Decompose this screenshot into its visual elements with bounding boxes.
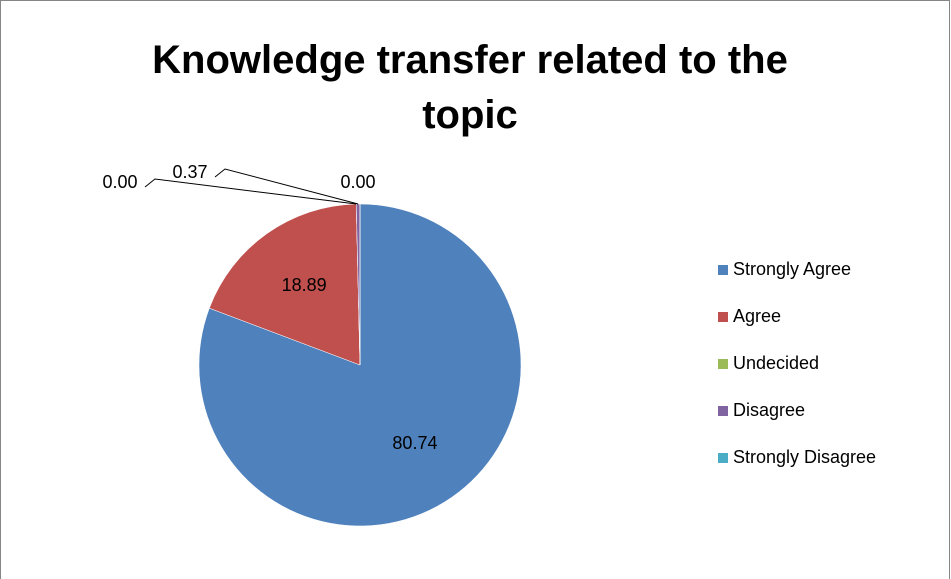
data-label: 0.00 bbox=[102, 172, 137, 192]
legend-label: Strongly Agree bbox=[733, 259, 851, 279]
leader-line bbox=[214, 168, 359, 205]
legend-swatch bbox=[718, 359, 728, 369]
leader-line bbox=[144, 178, 357, 205]
data-label: 18.89 bbox=[282, 275, 327, 295]
legend-label: Agree bbox=[733, 306, 781, 326]
legend-label: Disagree bbox=[733, 400, 805, 420]
legend-swatch bbox=[718, 312, 728, 322]
legend-label: Strongly Disagree bbox=[733, 447, 876, 467]
data-label: 80.74 bbox=[392, 433, 437, 453]
pie-slice bbox=[209, 203, 361, 366]
legend-swatch bbox=[718, 265, 728, 275]
data-label: 0.00 bbox=[340, 172, 375, 192]
legend-label: Undecided bbox=[733, 353, 819, 373]
legend-swatch bbox=[718, 406, 728, 416]
legend-swatch bbox=[718, 453, 728, 463]
chart-title: Knowledge transfer related to the topic bbox=[152, 38, 788, 137]
data-label: 0.37 bbox=[172, 162, 207, 182]
